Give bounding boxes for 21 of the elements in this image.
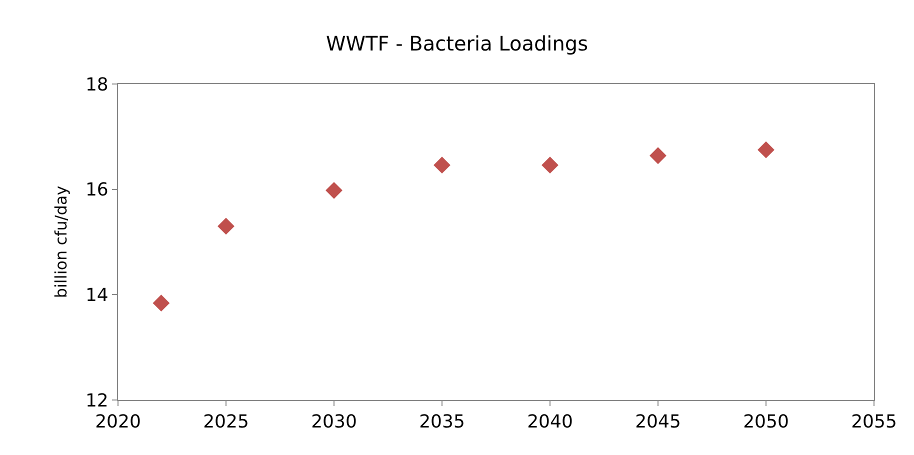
x-tick-label: 2025 [203,412,249,433]
x-tick-label: 2030 [311,412,357,433]
point [758,141,774,158]
y-tick-label: 18 [85,74,108,96]
y-tick-label: 16 [85,180,108,201]
point [434,156,450,174]
y-axis-title: billion cfu/day [51,186,70,298]
chart-title: WWTF - Bacteria Loadings [326,31,588,56]
x-tick-label: 2050 [743,412,789,433]
point [152,294,170,312]
x-tick-label: 2045 [635,412,681,433]
point [650,147,666,164]
y-tick-label: 12 [85,390,108,412]
x-tick-label: 2040 [527,412,573,433]
x-tick-label: 2055 [851,412,897,433]
point [326,182,342,199]
x-tick-label: 2020 [95,412,141,433]
point [542,156,558,174]
point [218,218,234,235]
y-tick-label: 14 [85,284,108,306]
x-tick-label: 2035 [419,412,465,433]
